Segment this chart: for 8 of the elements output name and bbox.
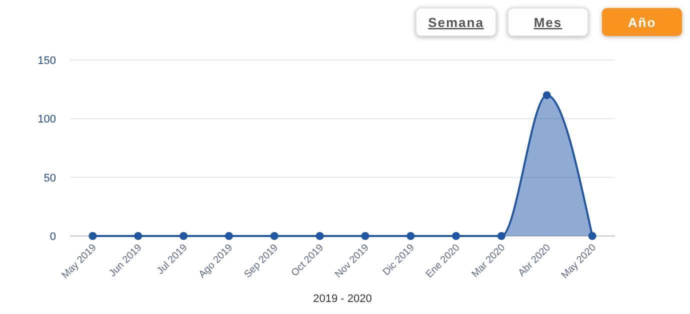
y-tick-label: 100 bbox=[38, 114, 56, 126]
y-tick-label: 150 bbox=[38, 55, 56, 67]
y-tick-label: 0 bbox=[50, 231, 56, 243]
text: Año bbox=[628, 15, 656, 30]
text: Mes bbox=[534, 15, 562, 30]
y-tick-label: 50 bbox=[44, 172, 56, 184]
text: Semana bbox=[428, 15, 484, 30]
x-axis-title: 2019 - 2020 bbox=[313, 293, 372, 305]
